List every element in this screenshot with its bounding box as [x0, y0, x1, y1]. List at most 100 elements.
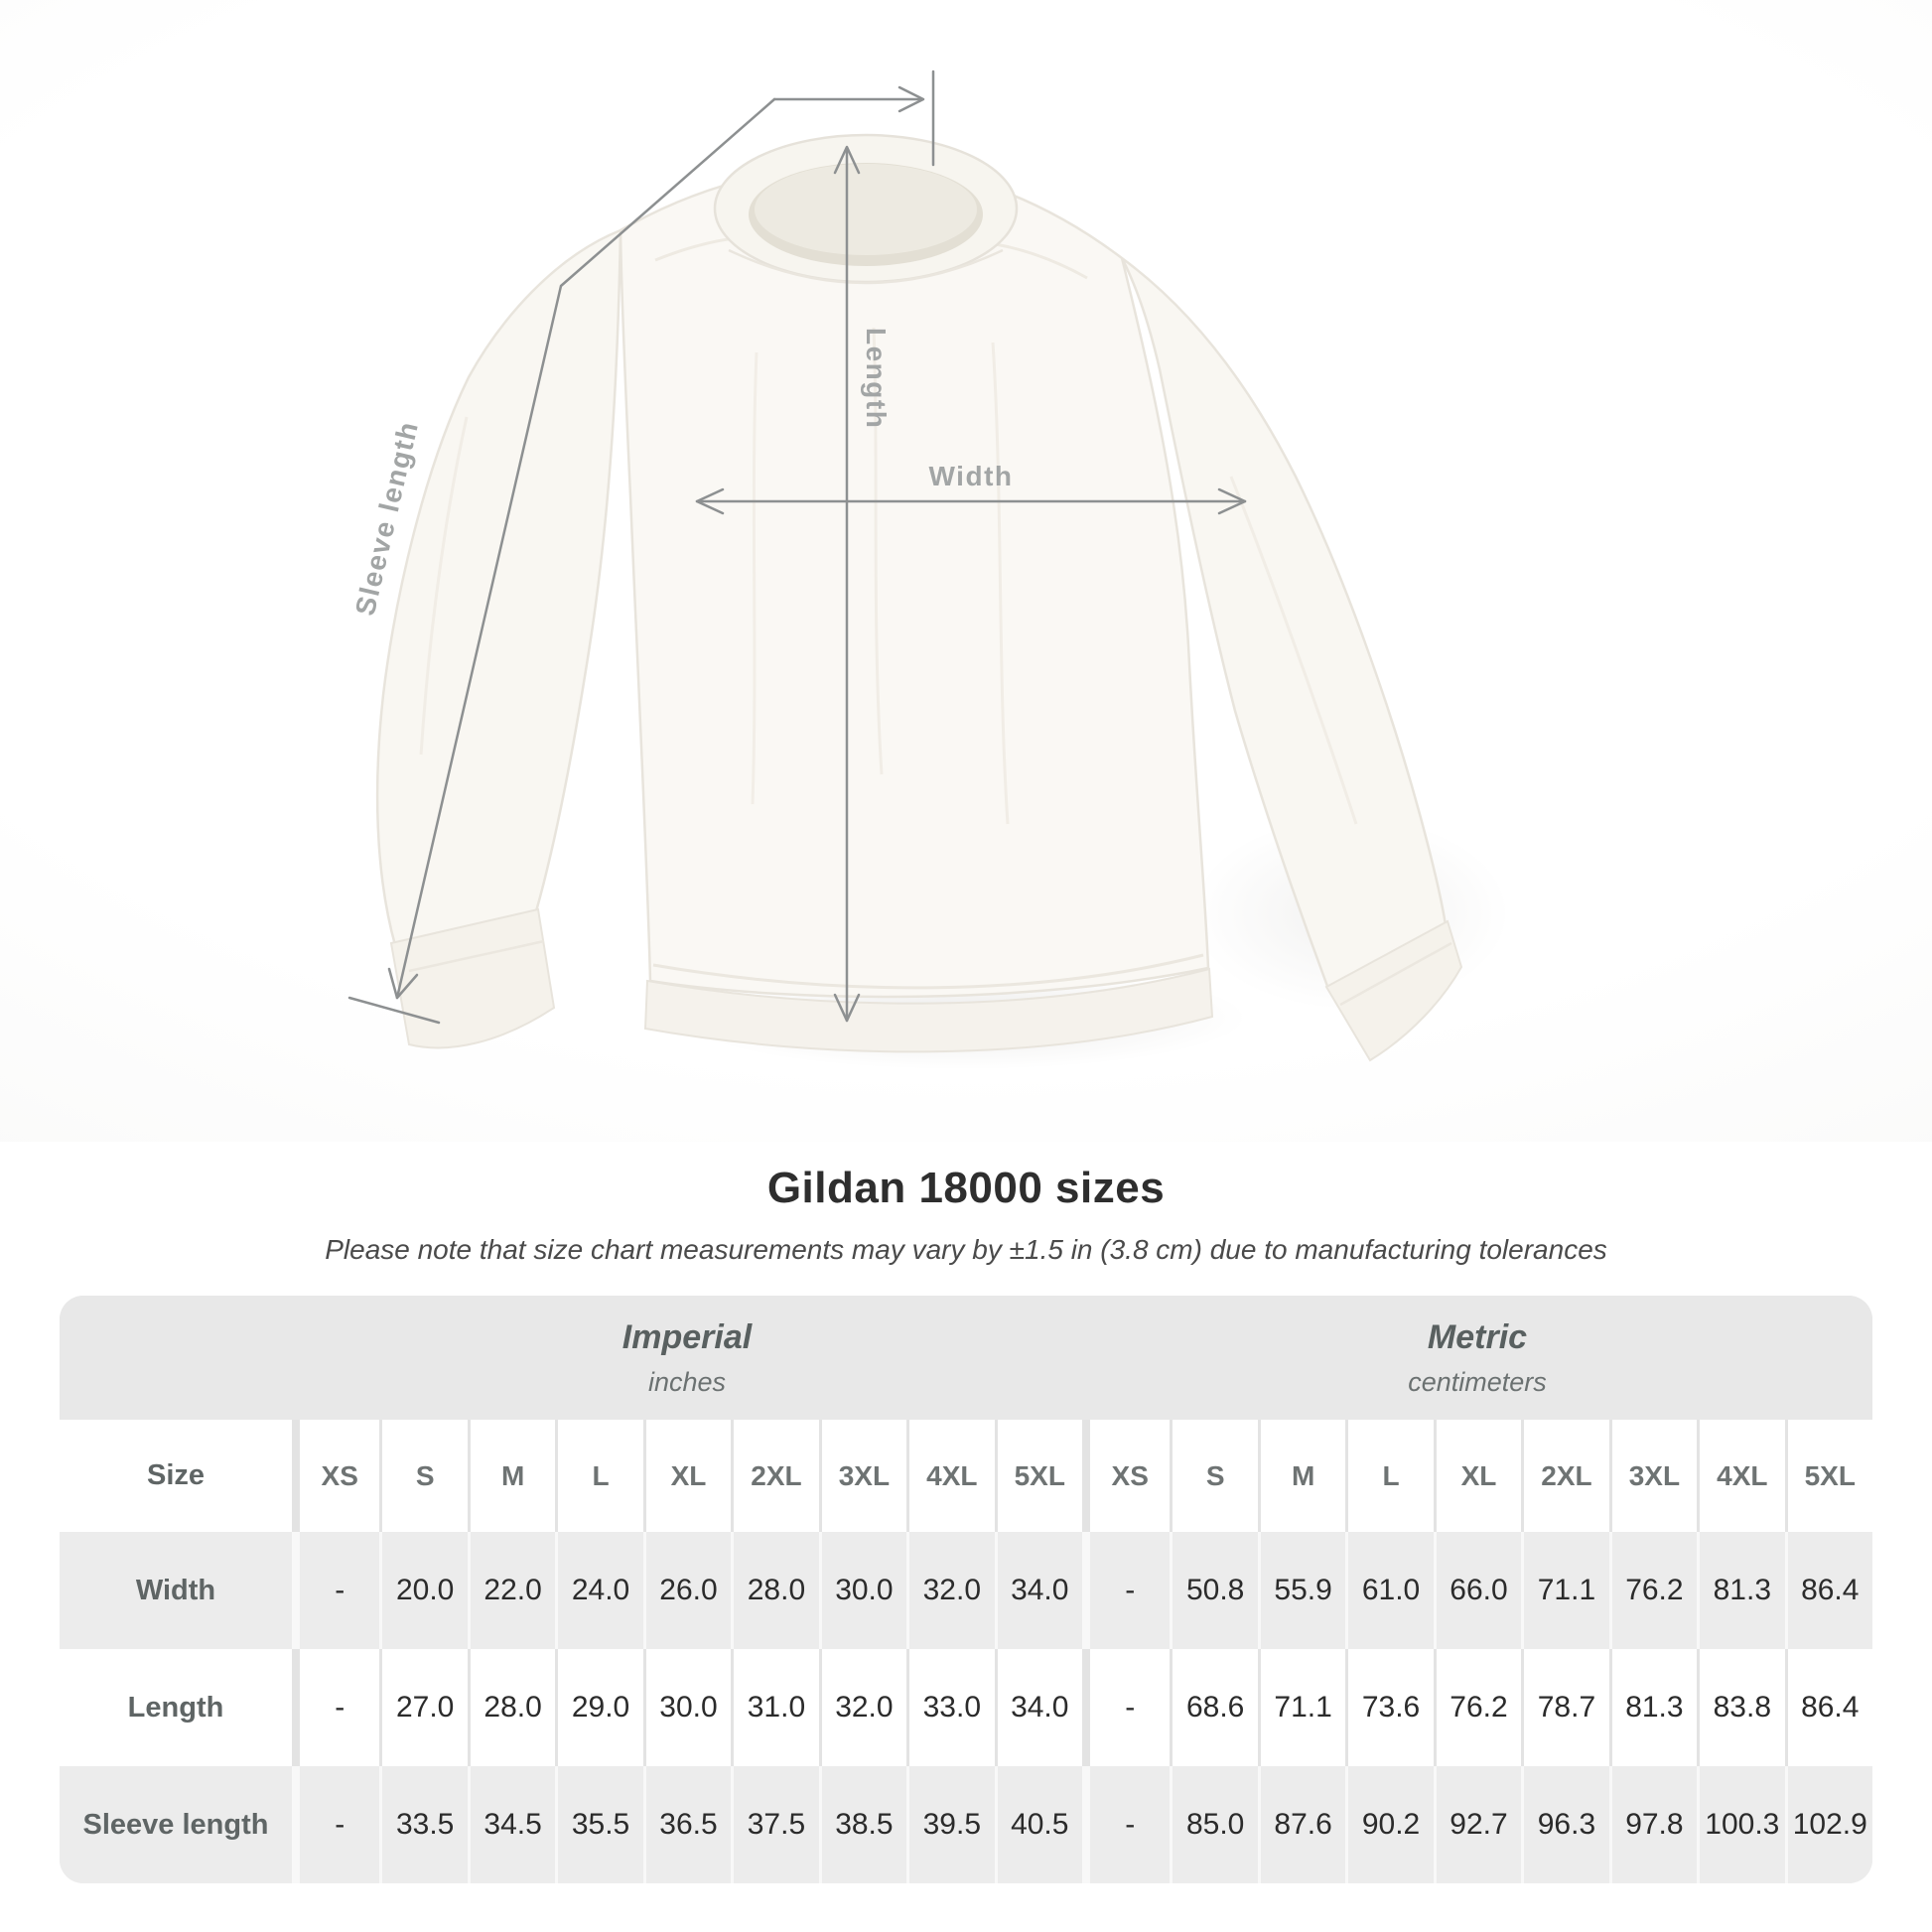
size-value-cell: 37.5	[731, 1766, 819, 1883]
unit-group-label: Metric	[1427, 1317, 1528, 1356]
size-column-header: L	[1345, 1420, 1434, 1532]
size-value-cell: 96.3	[1521, 1766, 1609, 1883]
size-value-cell: 68.6	[1170, 1649, 1258, 1766]
size-column-header: M	[467, 1420, 556, 1532]
row-label: Width	[60, 1532, 292, 1649]
size-column-header: XL	[642, 1420, 732, 1532]
size-value-cell: 35.5	[555, 1766, 643, 1883]
width-dimension-label: Width	[928, 461, 1014, 491]
length-arrow	[833, 145, 861, 1023]
size-value-cell: 73.6	[1345, 1649, 1434, 1766]
size-value-cell: 26.0	[642, 1532, 732, 1649]
size-value-cell: -	[292, 1649, 380, 1766]
size-value-cell: -	[1081, 1649, 1171, 1766]
size-value-cell: 29.0	[555, 1649, 643, 1766]
size-value-cell: -	[292, 1532, 380, 1649]
size-column-header: 3XL	[818, 1420, 907, 1532]
size-column-header: 2XL	[731, 1420, 819, 1532]
size-value-cell: -	[292, 1766, 380, 1883]
size-column-header: 2XL	[1521, 1420, 1609, 1532]
size-value-cell: 33.0	[906, 1649, 995, 1766]
size-value-cell: 24.0	[555, 1532, 643, 1649]
size-value-cell: 22.0	[467, 1532, 556, 1649]
sweatshirt-right-sleeve	[1120, 256, 1463, 1062]
size-value-cell: 34.0	[994, 1649, 1082, 1766]
size-value-cell: 90.2	[1345, 1766, 1434, 1883]
size-corner-label: Size	[60, 1420, 292, 1532]
size-value-cell: 32.0	[906, 1532, 995, 1649]
size-column-header: 3XL	[1608, 1420, 1698, 1532]
sweatshirt-illustration	[347, 69, 1463, 1062]
measurement-annotations	[347, 69, 1247, 1025]
unit-group-label: Imperial	[621, 1317, 753, 1356]
size-value-cell: 61.0	[1345, 1532, 1434, 1649]
unit-group-sublabel: centimeters	[1408, 1366, 1547, 1397]
unit-band-corner	[60, 1296, 292, 1420]
size-value-cell: 81.3	[1697, 1532, 1785, 1649]
size-value-cell: 83.8	[1697, 1649, 1785, 1766]
unit-group-imperial: Imperial inches	[292, 1296, 1082, 1420]
size-value-cell: 71.1	[1257, 1649, 1346, 1766]
tolerance-note: Please note that size chart measurements…	[325, 1234, 1607, 1265]
width-arrow	[695, 487, 1247, 515]
sweatshirt-body	[619, 163, 1214, 1053]
size-column-header: S	[379, 1420, 468, 1532]
size-value-cell: 102.9	[1784, 1766, 1872, 1883]
size-column-header: S	[1170, 1420, 1258, 1532]
size-value-cell: 30.0	[818, 1532, 907, 1649]
size-value-cell: 39.5	[906, 1766, 995, 1883]
size-column-header: M	[1257, 1420, 1346, 1532]
sweatshirt-collar	[713, 133, 1019, 285]
size-value-cell: 87.6	[1257, 1766, 1346, 1883]
size-value-cell: 86.4	[1784, 1649, 1872, 1766]
size-column-header: 5XL	[994, 1420, 1082, 1532]
size-value-cell: 97.8	[1608, 1766, 1698, 1883]
size-value-cell: 55.9	[1257, 1532, 1346, 1649]
size-value-cell: 38.5	[818, 1766, 907, 1883]
unit-group-sublabel: inches	[647, 1366, 727, 1397]
size-column-header: 4XL	[1697, 1420, 1785, 1532]
length-dimension-label: Length	[861, 328, 892, 430]
sleeve-length-arrow	[347, 97, 776, 1025]
size-column-header: 4XL	[906, 1420, 995, 1532]
size-value-cell: 92.7	[1433, 1766, 1522, 1883]
size-value-cell: 28.0	[731, 1532, 819, 1649]
size-value-cell: 28.0	[467, 1649, 556, 1766]
size-value-cell: 76.2	[1608, 1532, 1698, 1649]
size-value-cell: 33.5	[379, 1766, 468, 1883]
size-value-cell: 30.0	[642, 1649, 732, 1766]
size-value-cell: 32.0	[818, 1649, 907, 1766]
unit-group-metric: Metric centimeters	[1081, 1296, 1872, 1420]
size-value-cell: 71.1	[1521, 1532, 1609, 1649]
size-value-cell: 36.5	[642, 1766, 732, 1883]
shoulder-point-arrow	[772, 69, 935, 167]
size-value-cell: 85.0	[1170, 1766, 1258, 1883]
size-value-cell: 66.0	[1433, 1532, 1522, 1649]
size-column-header: XL	[1433, 1420, 1522, 1532]
size-value-cell: 50.8	[1170, 1532, 1258, 1649]
size-value-cell: 34.0	[994, 1532, 1082, 1649]
size-value-cell: 76.2	[1433, 1649, 1522, 1766]
size-value-cell: 34.5	[467, 1766, 556, 1883]
page-title: Gildan 18000 sizes	[766, 1164, 1166, 1212]
product-photo: Length Width Sleeve length	[0, 0, 1932, 1142]
size-table: Imperial inches Metric centimeters Size XS S M L…	[60, 1296, 1872, 1883]
size-value-cell: 86.4	[1784, 1532, 1872, 1649]
size-column-header: L	[555, 1420, 643, 1532]
size-column-header: XS	[292, 1420, 380, 1532]
row-label: Sleeve length	[60, 1766, 292, 1883]
size-value-cell: -	[1081, 1532, 1171, 1649]
size-value-cell: 20.0	[379, 1532, 468, 1649]
size-column-header: 5XL	[1784, 1420, 1872, 1532]
size-value-cell: 78.7	[1521, 1649, 1609, 1766]
row-label: Length	[60, 1649, 292, 1766]
size-column-header: XS	[1081, 1420, 1171, 1532]
sweatshirt-left-sleeve	[375, 228, 622, 1049]
size-value-cell: 40.5	[994, 1766, 1082, 1883]
size-value-cell: -	[1081, 1766, 1171, 1883]
size-value-cell: 81.3	[1608, 1649, 1698, 1766]
size-value-cell: 31.0	[731, 1649, 819, 1766]
size-value-cell: 100.3	[1697, 1766, 1785, 1883]
size-value-cell: 27.0	[379, 1649, 468, 1766]
